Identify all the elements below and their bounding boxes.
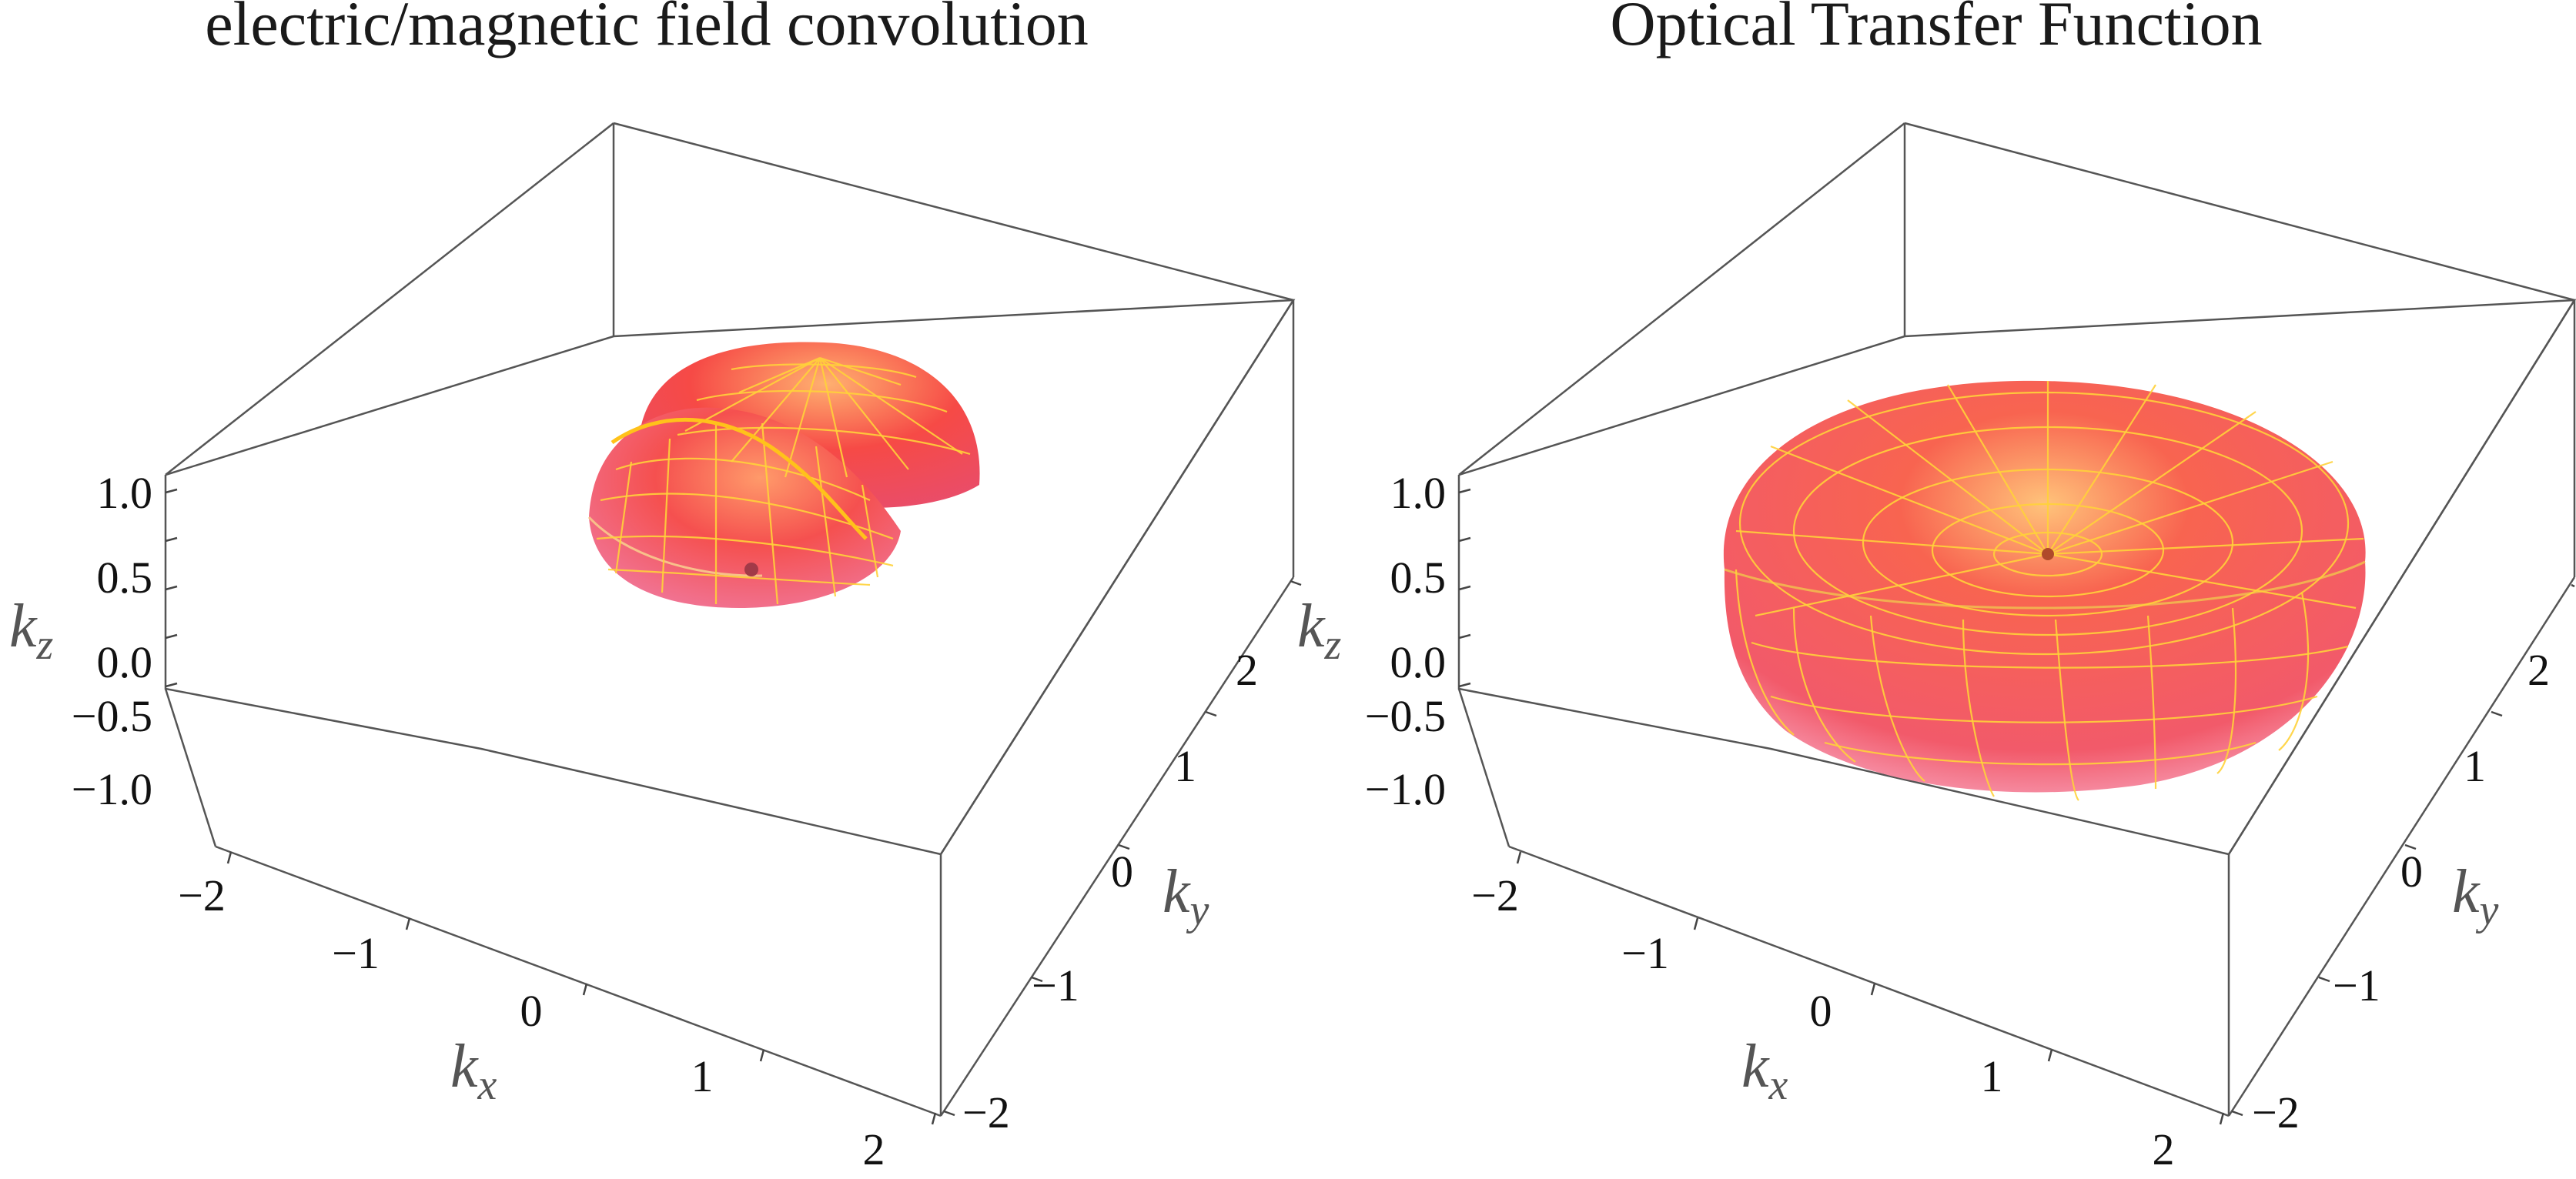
x-axis-label: kx <box>1741 1033 1788 1109</box>
y-tick-label: 1 <box>2464 741 2486 791</box>
surface <box>1723 380 2366 801</box>
panel-left: electric/magnetic field convolution <box>9 0 1302 1174</box>
y-tick-label: 1 <box>1174 741 1196 791</box>
y-tick-label: −1 <box>1032 960 1079 1010</box>
x-tick-label: −1 <box>332 928 380 978</box>
y-tick-label: 0 <box>1111 847 1133 897</box>
y-axis-label: ky <box>2452 858 2499 934</box>
y-tick-label: −2 <box>2252 1087 2300 1137</box>
surface-rim <box>1724 560 2366 610</box>
z-tick-label: −0.5 <box>1365 691 1446 741</box>
y-axis-label: ky <box>1163 858 1209 934</box>
z-axis: 1.0 0.5 0.0 −0.5 −1.0 kz <box>9 468 178 814</box>
z-tick-label: −1.0 <box>72 764 152 814</box>
z-tick-label: 1.0 <box>97 468 153 518</box>
y-tick-label: 2 <box>1236 645 1258 695</box>
chart-title: electric/magnetic field convolution <box>205 0 1089 58</box>
z-tick-label: 0.5 <box>97 553 153 603</box>
x-tick-label: 0 <box>520 986 543 1036</box>
surface-rim <box>587 516 763 577</box>
x-tick-label: −2 <box>1471 870 1519 920</box>
z-tick-label: 0.0 <box>97 637 153 687</box>
chart-title: Optical Transfer Function <box>1610 0 2262 58</box>
bounding-box <box>1457 122 2576 1117</box>
x-tick-label: −1 <box>1621 928 1669 978</box>
y-axis: −2 −1 0 1 2 ky <box>943 579 1302 1137</box>
x-tick-label: 2 <box>863 1124 885 1174</box>
z-tick-label: −1.0 <box>1365 764 1446 814</box>
panel-right: Optical Transfer Function <box>1297 0 2576 1174</box>
x-tick-label: 1 <box>1981 1051 2003 1101</box>
x-tick-label: 2 <box>2153 1124 2175 1174</box>
bounding-box <box>164 122 1296 1117</box>
z-axis-label: kz <box>1297 593 1342 669</box>
x-tick-label: 1 <box>691 1051 714 1101</box>
x-axis-label: kx <box>450 1033 497 1109</box>
y-axis: −2 −1 0 1 2 ky <box>2231 583 2575 1137</box>
z-tick-label: 1.0 <box>1390 468 1447 518</box>
surface-mesh <box>596 356 971 605</box>
surface-torus <box>1723 380 2366 793</box>
y-tick-label: 0 <box>2400 847 2423 897</box>
x-tick-label: 0 <box>1810 986 1832 1036</box>
z-axis-label: kz <box>9 593 54 669</box>
x-axis: −2 −1 0 1 2 kx <box>1471 851 2225 1174</box>
surface-mesh <box>1735 381 2364 801</box>
z-tick-label: −0.5 <box>72 691 152 741</box>
y-tick-label: −1 <box>2333 960 2380 1010</box>
y-tick-label: 2 <box>2527 645 2550 695</box>
surface <box>587 342 980 608</box>
surface-cap-front <box>589 407 901 608</box>
center-dimple <box>2042 548 2054 560</box>
z-axis: 1.0 0.5 0.0 −0.5 −1.0 kz <box>1297 468 1471 814</box>
z-tick-label: 0.0 <box>1390 637 1447 687</box>
z-tick-label: 0.5 <box>1390 553 1447 603</box>
y-tick-label: −2 <box>962 1087 1010 1137</box>
x-tick-label: −2 <box>178 870 226 920</box>
origin-point <box>744 563 758 576</box>
x-axis: −2 −1 0 1 2 kx <box>178 851 937 1174</box>
